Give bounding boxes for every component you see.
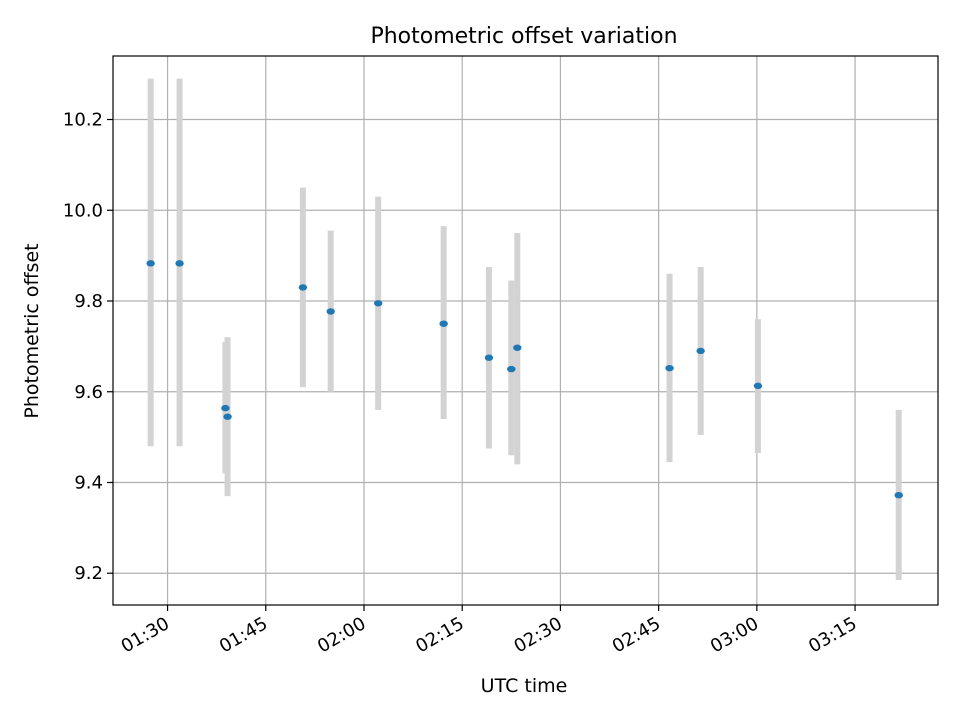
y-axis-label: Photometric offset — [21, 243, 43, 418]
data-point — [507, 365, 516, 373]
data-point — [175, 260, 184, 267]
y-tick-label: 9.2 — [74, 563, 103, 584]
data-point — [373, 300, 383, 307]
data-point — [894, 492, 903, 499]
chart-title: Photometric offset variation — [370, 24, 677, 49]
data-point — [665, 364, 674, 372]
y-tick-label: 9.4 — [74, 472, 103, 493]
data-point — [221, 404, 230, 412]
y-tick-label: 9.8 — [74, 291, 103, 312]
data-point — [753, 382, 763, 390]
data-point — [439, 320, 448, 327]
x-axis-label: UTC time — [481, 675, 568, 697]
data-point — [223, 413, 232, 420]
y-tick-label: 10.0 — [63, 200, 103, 221]
data-point — [146, 260, 155, 267]
y-axis-ticks: 9.2 9.4 9.6 9.8 10.0 10.2 — [63, 110, 113, 584]
data-point — [696, 347, 705, 355]
y-tick-label: 10.2 — [63, 110, 103, 131]
data-points — [146, 260, 903, 499]
data-point — [513, 344, 522, 351]
plot-area-frame — [112, 55, 939, 606]
grid — [113, 56, 938, 605]
data-point — [326, 308, 335, 315]
data-point — [484, 354, 494, 361]
y-tick-label: 9.6 — [74, 382, 103, 403]
data-point — [298, 284, 308, 291]
